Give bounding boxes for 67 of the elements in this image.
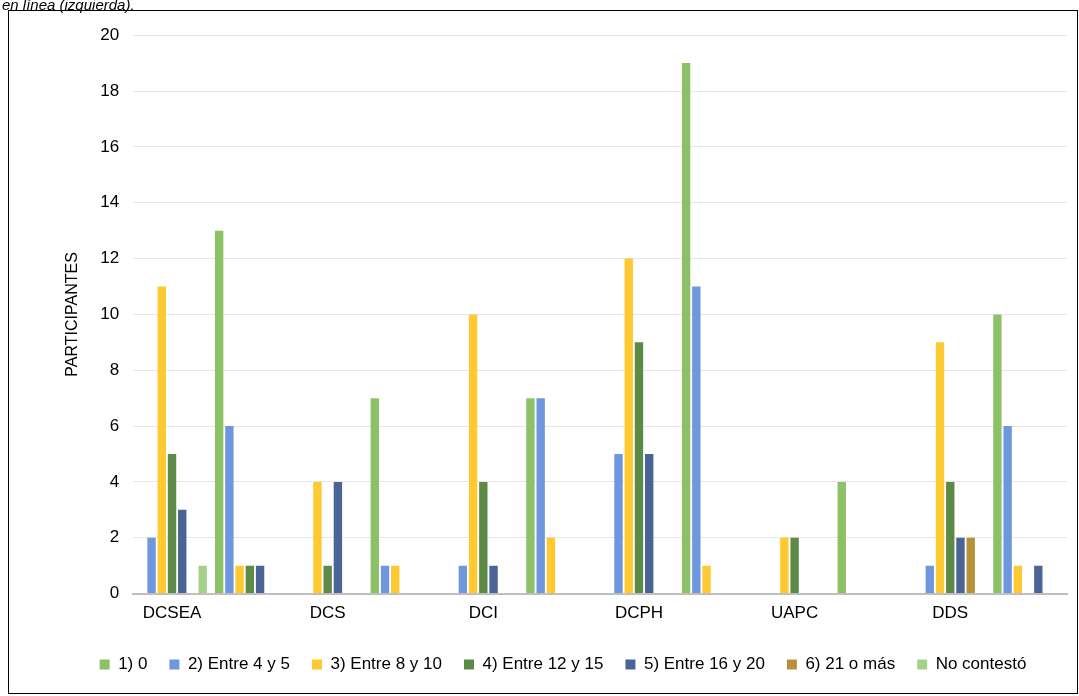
bar (790, 537, 799, 594)
bar (333, 481, 343, 594)
bar (1003, 426, 1012, 594)
bar (536, 398, 545, 594)
y-tick-label: 0 (109, 583, 120, 603)
y-tick-label: 6 (109, 415, 120, 435)
y-tick-label: 20 (100, 24, 120, 44)
y-tick-label: 8 (109, 359, 120, 379)
y-tick-label: 18 (100, 80, 120, 100)
x-tick-label: DCPH (614, 603, 664, 623)
y-tick-label: 4 (109, 471, 120, 491)
legend-label: 1) 0 (118, 654, 148, 674)
bar (692, 286, 701, 594)
bar (614, 454, 623, 594)
bar (313, 481, 322, 594)
bar (966, 537, 975, 594)
bar (925, 565, 934, 594)
bar (489, 565, 498, 594)
y-tick-label: 12 (100, 248, 120, 268)
bar (935, 342, 945, 594)
y-tick-label: 16 (100, 136, 120, 156)
x-tick-label: DDS (932, 603, 969, 623)
bar (323, 565, 332, 594)
bar (956, 537, 965, 594)
bar (1034, 565, 1043, 594)
bar (214, 230, 224, 594)
bar (458, 565, 468, 594)
x-tick-label: DCI (468, 603, 498, 623)
bar (645, 454, 654, 594)
bar (198, 565, 207, 594)
x-tick-label: DCSEA (142, 603, 202, 623)
bar (946, 481, 955, 594)
bar (235, 565, 244, 594)
legend-label: 2) Entre 4 y 5 (187, 654, 290, 674)
bar (526, 398, 535, 594)
bar (634, 342, 644, 594)
bar (624, 258, 633, 594)
bar (837, 481, 846, 594)
bar (167, 454, 177, 594)
legend-label: 4) Entre 12 y 15 (482, 654, 604, 674)
bar (157, 286, 166, 594)
bar (681, 63, 691, 594)
legend-label: 3) Entre 8 y 10 (330, 654, 442, 674)
bar (546, 537, 556, 594)
bar (255, 565, 265, 594)
x-tick-label: DCS (309, 603, 346, 623)
y-tick-label: 14 (100, 192, 120, 212)
bar (178, 509, 187, 594)
y-tick-label: 2 (109, 527, 120, 547)
bar (780, 537, 789, 594)
y-tick-label: 10 (100, 304, 120, 324)
bar (391, 565, 400, 594)
y-axis-title: PARTICIPANTES (63, 252, 81, 377)
x-tick-label: UAPC (771, 603, 819, 623)
bar (1013, 565, 1023, 594)
bar (225, 426, 234, 594)
bar (147, 537, 156, 594)
legend-label: No contestó (935, 654, 1027, 674)
bar (993, 314, 1002, 594)
bar (245, 565, 255, 594)
bar (479, 481, 488, 594)
legend-label: 5) Entre 16 y 20 (643, 654, 765, 674)
bar (370, 398, 379, 594)
bar (468, 314, 478, 594)
bar (702, 565, 711, 594)
bar (380, 565, 390, 594)
legend-label: 6) 21 o más (805, 654, 896, 674)
